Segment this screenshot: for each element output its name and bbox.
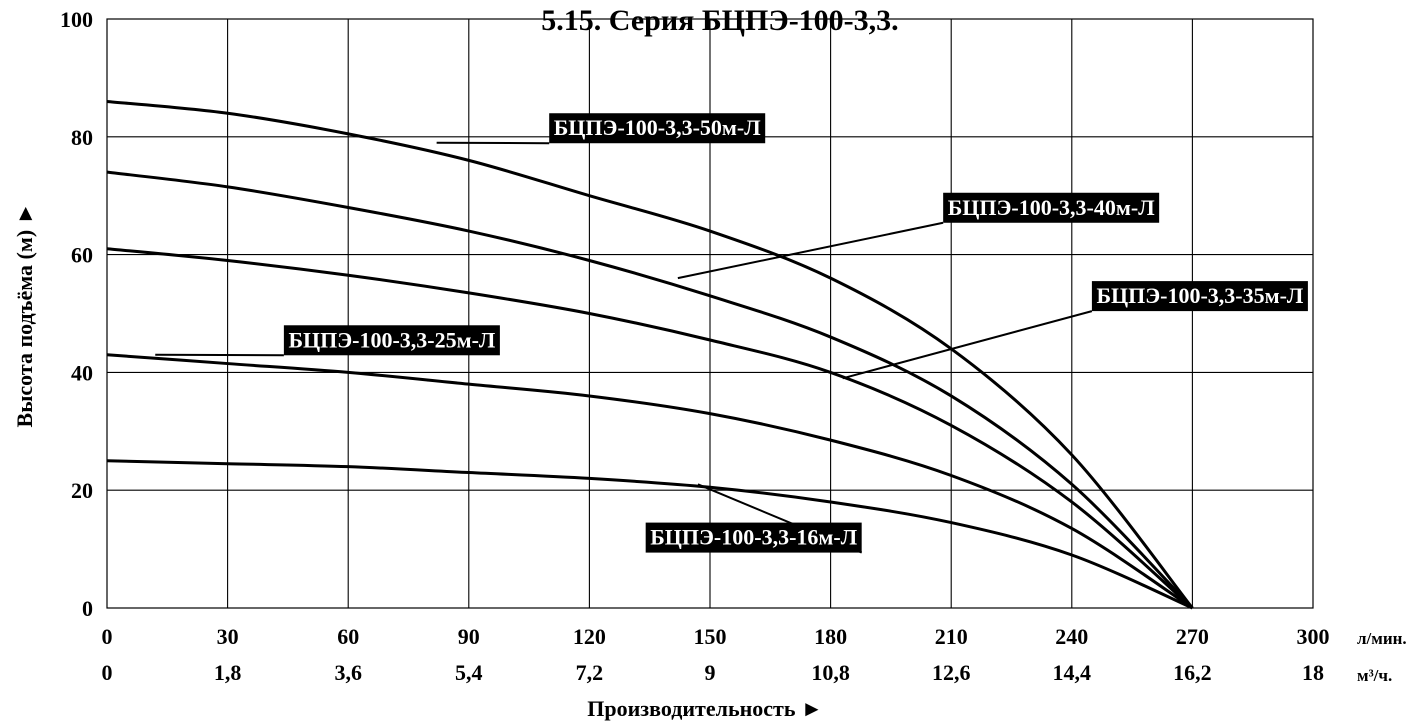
- y-tick-label: 60: [71, 243, 93, 268]
- series-label-1: БЦПЭ-100-3,3-40м-Л: [948, 195, 1155, 220]
- x-tick-label-primary: 90: [458, 624, 480, 649]
- y-tick-label: 0: [82, 596, 93, 621]
- x-tick-label-primary: 210: [935, 624, 968, 649]
- x-tick-label-primary: 150: [694, 624, 727, 649]
- series-label-4: БЦПЭ-100-3,3-16м-Л: [650, 525, 857, 550]
- x-tick-label-secondary: 18: [1302, 660, 1324, 685]
- y-axis-title: Высота подъёма (м) ►: [12, 203, 37, 428]
- x-tick-label-primary: 180: [814, 624, 847, 649]
- x-tick-label-primary: 120: [573, 624, 606, 649]
- x-tick-label-secondary: 12,6: [932, 660, 971, 685]
- label-leader-3: [155, 355, 284, 356]
- x-tick-label-primary: 270: [1176, 624, 1209, 649]
- series-label-0: БЦПЭ-100-3,3-50м-Л: [554, 115, 761, 140]
- x-tick-label-secondary: 1,8: [214, 660, 242, 685]
- x-tick-label-primary: 240: [1055, 624, 1088, 649]
- x-tick-label-primary: 300: [1297, 624, 1330, 649]
- x-tick-label-primary: 30: [217, 624, 239, 649]
- series-label-3: БЦПЭ-100-3,3-25м-Л: [288, 327, 495, 352]
- series-label-2: БЦПЭ-100-3,3-35м-Л: [1096, 283, 1303, 308]
- x-tick-label-secondary: 0: [102, 660, 113, 685]
- y-tick-label: 40: [71, 360, 93, 385]
- label-leader-2: [843, 311, 1092, 378]
- x-tick-label-secondary: 7,2: [576, 660, 604, 685]
- x-tick-label-secondary: 16,2: [1173, 660, 1212, 685]
- y-tick-label: 20: [71, 478, 93, 503]
- grid: [107, 19, 1313, 608]
- y-tick-label: 80: [71, 125, 93, 150]
- x-tick-label-primary: 0: [102, 624, 113, 649]
- x-tick-label-secondary: 14,4: [1053, 660, 1092, 685]
- x-unit-secondary: м³/ч.: [1357, 666, 1392, 685]
- series-labels: БЦПЭ-100-3,3-50м-Л БЦПЭ-100-3,3-40м-Л БЦПЭ…: [155, 113, 1308, 552]
- x-tick-label-primary: 60: [337, 624, 359, 649]
- label-leader-0: [437, 143, 550, 144]
- x-tick-label-secondary: 10,8: [811, 660, 850, 685]
- x-tick-label-secondary: 9: [705, 660, 716, 685]
- series-line-2: [107, 249, 1192, 608]
- chart-title: 5.15. Серия БЦПЭ-100-3,3.: [541, 4, 898, 37]
- y-tick-label: 100: [60, 7, 93, 32]
- x-tick-label-secondary: 5,4: [455, 660, 483, 685]
- x-axis-title: Производительность ►: [587, 696, 822, 721]
- x-tick-label-secondary: 3,6: [334, 660, 362, 685]
- x-unit-primary: л/мин.: [1357, 629, 1407, 648]
